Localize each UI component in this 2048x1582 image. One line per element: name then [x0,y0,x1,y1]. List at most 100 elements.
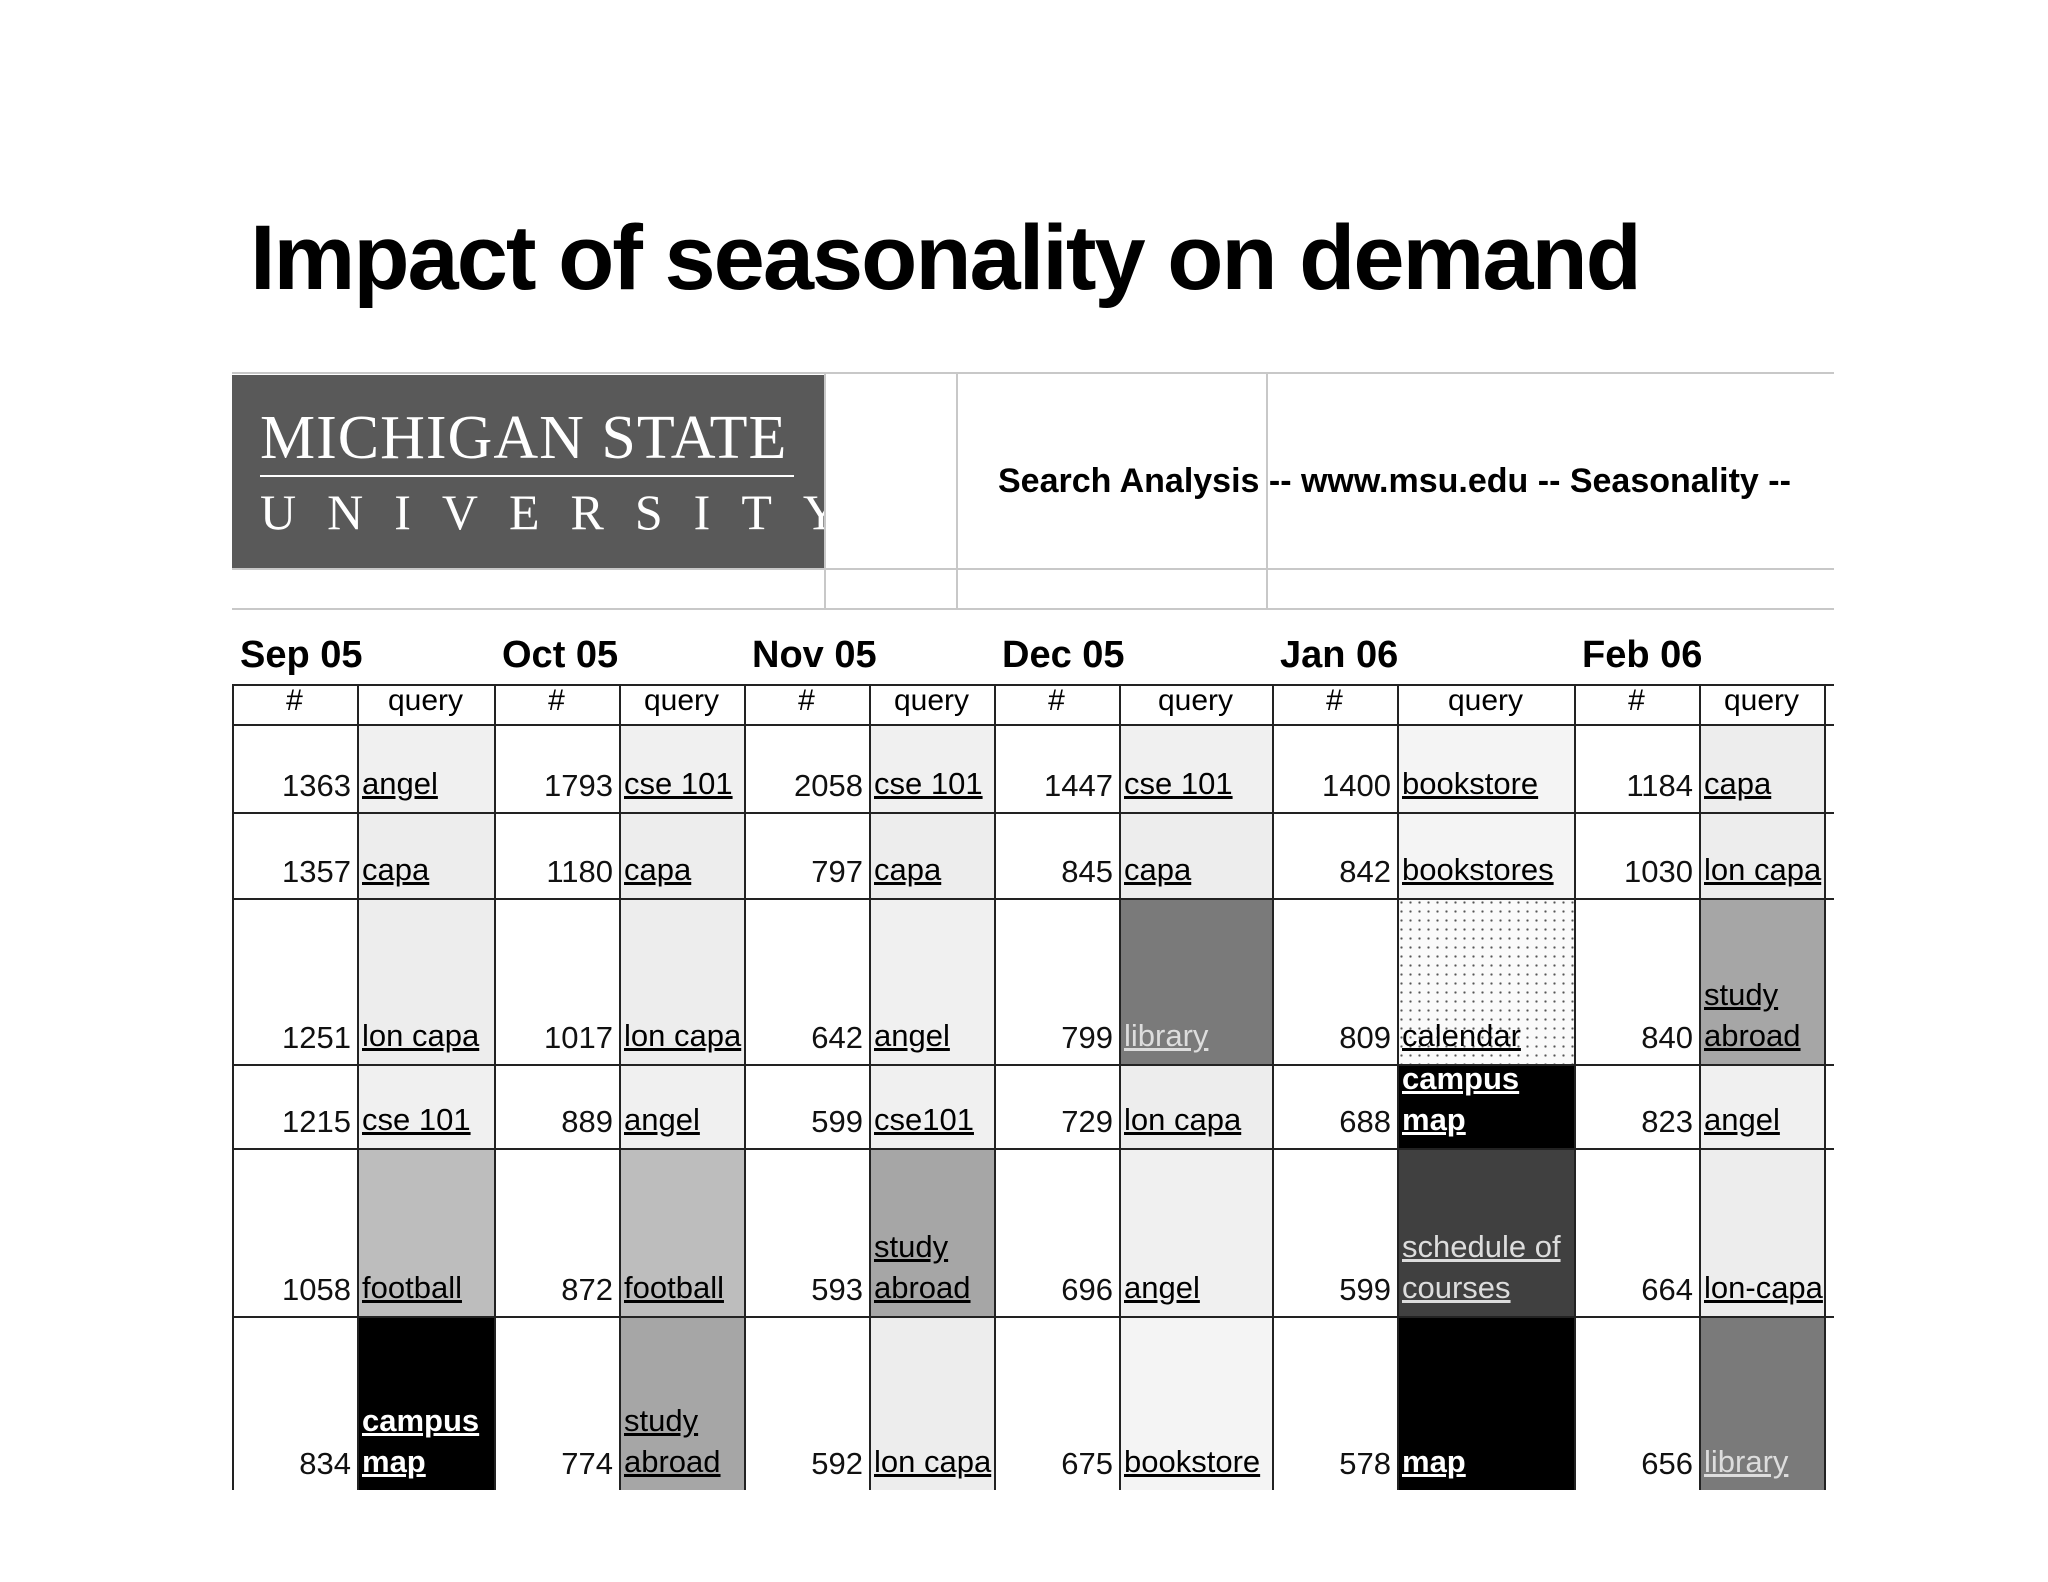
query-link[interactable]: capa [1124,852,1192,887]
count-column-header: # [798,684,815,717]
query-cell[interactable]: bookstore [1119,1316,1272,1490]
query-link[interactable]: campus map [1402,1061,1520,1137]
query-cell[interactable]: schedule of courses [1397,1148,1574,1316]
query-link[interactable]: library [1124,1018,1209,1053]
query-link[interactable]: capa [362,852,430,887]
query-cell[interactable]: study abroad [619,1316,744,1490]
query-cell[interactable]: calendar [1397,898,1574,1064]
count-cell: 688 [1339,1104,1391,1139]
query-cell[interactable]: football [357,1148,494,1316]
query-link[interactable]: campus map [362,1403,480,1479]
query-link[interactable]: cse 101 [624,766,733,801]
query-link[interactable]: schedule of courses [1402,1229,1561,1305]
query-cell[interactable]: cse 101 [869,724,994,812]
analysis-title: Search Analysis -- www.msu.edu -- Season… [998,462,1791,500]
query-link[interactable]: bookstore [1402,766,1539,801]
query-cell[interactable]: lon-capa [1699,1148,1824,1316]
column-border [1272,684,1274,1490]
query-cell[interactable]: football [619,1148,744,1316]
row-border [232,1148,1834,1150]
query-link[interactable]: lon capa [362,1018,480,1053]
query-cell[interactable]: campus map [357,1316,494,1490]
query-column-header: query [1447,684,1524,717]
column-border [1699,684,1701,1490]
query-cell[interactable]: library [1699,1316,1824,1490]
query-column-header: query [387,684,464,717]
query-cell[interactable]: capa [619,812,744,898]
query-cell[interactable]: lon capa [869,1316,994,1490]
month-header: Dec 05 [1002,634,1125,676]
count-cell: 578 [1339,1446,1391,1481]
query-link[interactable]: map [1402,1444,1466,1479]
query-cell[interactable]: angel [869,898,994,1064]
query-cell[interactable]: angel [619,1064,744,1148]
query-cell[interactable]: capa [1119,812,1272,898]
query-link[interactable]: study abroad [624,1403,721,1479]
grid-line [956,372,958,608]
query-cell[interactable]: bookstore [1397,724,1574,812]
query-link[interactable]: cse 101 [874,766,983,801]
query-cell[interactable]: angel [1699,1064,1824,1148]
column-border [869,684,871,1490]
query-link[interactable]: cse 101 [362,1102,471,1137]
query-link[interactable]: bookstores [1402,852,1554,887]
column-border [357,684,359,1490]
query-cell[interactable]: lon capa [357,898,494,1064]
query-link[interactable]: lon capa [1124,1102,1242,1137]
query-link[interactable]: football [362,1270,462,1305]
query-link[interactable]: angel [362,766,438,801]
count-cell: 656 [1641,1446,1693,1481]
query-cell[interactable]: angel [357,724,494,812]
query-link[interactable]: capa [1704,766,1772,801]
query-cell[interactable]: angel [1119,1148,1272,1316]
query-cell[interactable]: capa [357,812,494,898]
query-link[interactable]: cse 101 [1124,766,1233,801]
query-link[interactable]: study abroad [1704,977,1801,1053]
count-cell: 1215 [282,1104,351,1139]
query-cell[interactable]: library [1119,898,1272,1064]
logo-line2: UNIVERSITY [260,484,870,540]
query-link[interactable]: capa [874,852,942,887]
column-border [744,684,746,1490]
query-link[interactable]: angel [1124,1270,1200,1305]
query-link[interactable]: lon capa [624,1018,742,1053]
count-cell: 840 [1641,1020,1693,1055]
query-cell[interactable]: cse 101 [1119,724,1272,812]
count-cell: 729 [1061,1104,1113,1139]
query-cell[interactable]: cse 101 [357,1064,494,1148]
count-column-header: # [286,684,303,717]
count-column-header: # [1048,684,1065,717]
query-link[interactable]: study abroad [874,1229,971,1305]
query-link[interactable]: cse101 [874,1102,974,1137]
query-link[interactable]: lon capa [1704,852,1822,887]
query-cell[interactable]: lon capa [619,898,744,1064]
query-cell[interactable]: map [1397,1316,1574,1490]
query-link[interactable]: football [624,1270,724,1305]
column-border [1824,684,1826,1490]
count-cell: 1180 [546,854,613,889]
query-cell[interactable]: cse 101 [619,724,744,812]
query-cell[interactable]: study abroad [869,1148,994,1316]
query-cell[interactable]: capa [1699,724,1824,812]
query-link[interactable]: angel [624,1102,700,1137]
query-cell[interactable]: lon capa [1119,1064,1272,1148]
count-cell: 2058 [794,768,863,803]
query-link[interactable]: angel [874,1018,950,1053]
query-link[interactable]: lon capa [874,1444,992,1479]
column-border [994,684,996,1490]
query-cell[interactable]: lon capa [1699,812,1824,898]
month-header: Sep 05 [240,634,363,676]
query-cell[interactable]: study abroad [1699,898,1824,1064]
query-link[interactable]: bookstore [1124,1444,1261,1479]
query-cell[interactable]: bookstores [1397,812,1574,898]
query-link[interactable]: angel [1704,1102,1780,1137]
query-column-header: query [1723,684,1800,717]
query-link[interactable]: capa [624,852,692,887]
count-cell: 593 [811,1272,863,1307]
query-link[interactable]: lon-capa [1704,1270,1823,1305]
query-cell[interactable]: cse101 [869,1064,994,1148]
query-link[interactable]: library [1704,1444,1789,1479]
query-cell[interactable]: capa [869,812,994,898]
query-cell[interactable]: campus map [1397,1061,1574,1148]
query-link[interactable]: calendar [1402,1018,1521,1053]
